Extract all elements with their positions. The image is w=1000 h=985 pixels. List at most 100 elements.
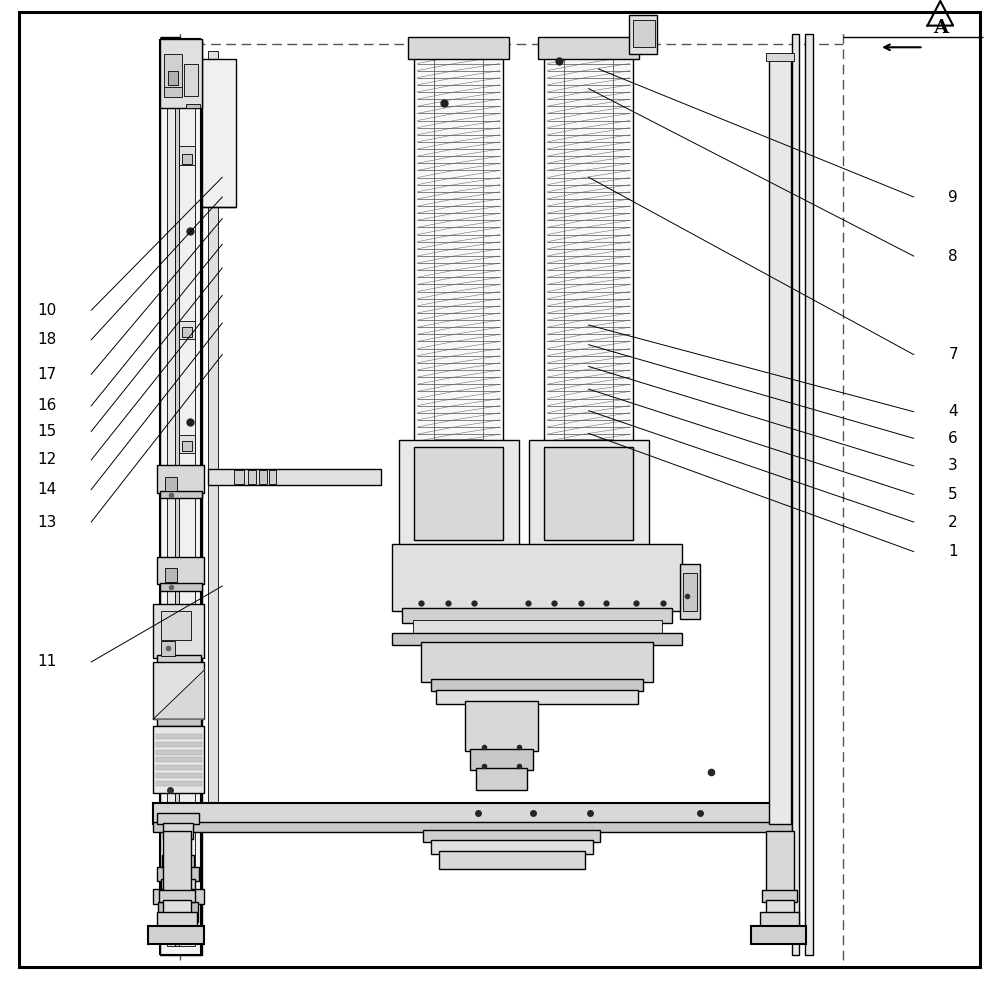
Bar [156, 773, 202, 778]
Text: A: A [933, 20, 948, 37]
Bar [766, 831, 794, 892]
Bar [423, 830, 600, 842]
Text: 10: 10 [37, 302, 57, 318]
Bar [157, 557, 204, 584]
Bar [182, 441, 192, 451]
Bar [160, 583, 202, 591]
Text: 18: 18 [37, 332, 57, 348]
Bar [153, 662, 204, 719]
Bar [161, 641, 175, 656]
Bar [392, 633, 682, 645]
Bar [208, 51, 218, 824]
Bar [162, 855, 194, 869]
Bar [153, 803, 792, 824]
Bar [168, 71, 178, 85]
Bar [421, 642, 653, 682]
Bar [157, 867, 199, 881]
Bar [160, 39, 202, 955]
Bar [156, 757, 202, 762]
Bar [413, 620, 662, 634]
Bar [182, 154, 192, 164]
Text: 9: 9 [948, 189, 958, 205]
Bar [431, 679, 643, 691]
Bar [683, 573, 697, 611]
Bar [414, 49, 503, 441]
Bar [157, 465, 204, 492]
Bar [431, 840, 593, 854]
Text: 14: 14 [37, 482, 57, 497]
Bar [167, 49, 175, 946]
Text: 8: 8 [948, 248, 958, 264]
Bar [529, 440, 649, 547]
Bar [766, 53, 794, 61]
Bar [153, 726, 204, 793]
Bar [156, 765, 202, 770]
Bar [160, 491, 202, 498]
Polygon shape [153, 670, 205, 719]
Bar [439, 851, 585, 869]
Bar [392, 544, 682, 611]
Bar [156, 742, 202, 747]
Text: 15: 15 [37, 424, 57, 439]
Text: 3: 3 [948, 458, 958, 474]
Bar [148, 926, 204, 944]
Bar [157, 813, 199, 824]
Text: 7: 7 [948, 347, 958, 362]
Bar [153, 604, 204, 658]
Bar [436, 690, 638, 704]
Bar [751, 926, 806, 944]
Bar [163, 823, 193, 839]
Text: 4: 4 [948, 404, 958, 420]
Text: 11: 11 [37, 654, 57, 670]
Bar [629, 15, 657, 54]
Bar [769, 58, 791, 824]
Bar [164, 87, 182, 97]
Bar [165, 568, 177, 582]
Bar [544, 49, 633, 441]
Bar [153, 822, 792, 832]
Bar [179, 435, 195, 453]
Bar [160, 39, 202, 108]
Bar [179, 49, 195, 946]
Bar [161, 611, 191, 640]
Text: 1: 1 [948, 544, 958, 559]
Bar [269, 470, 276, 484]
Bar [182, 327, 192, 337]
Bar [161, 879, 195, 892]
Bar [399, 440, 519, 547]
Bar [633, 20, 655, 47]
Bar [680, 564, 700, 619]
Bar [158, 902, 198, 922]
Bar [164, 54, 182, 89]
Bar [175, 49, 179, 946]
Bar [153, 889, 204, 904]
Bar [259, 470, 267, 484]
Bar [208, 469, 381, 485]
Bar [792, 34, 799, 955]
Text: 16: 16 [37, 398, 57, 414]
Bar [168, 837, 188, 857]
Bar [538, 37, 639, 59]
Text: 2: 2 [948, 514, 958, 530]
Bar [160, 39, 202, 955]
Bar [476, 768, 527, 790]
Bar [186, 104, 200, 108]
Bar [402, 608, 672, 623]
Bar [156, 750, 202, 755]
Bar [179, 321, 195, 339]
Bar [470, 749, 533, 770]
Bar [159, 890, 195, 902]
Bar [156, 781, 202, 786]
Bar [163, 900, 191, 914]
Text: 13: 13 [37, 514, 57, 530]
Bar [157, 912, 197, 928]
Bar [762, 890, 797, 902]
Bar [434, 51, 483, 439]
Bar [179, 146, 195, 165]
Bar [157, 655, 201, 665]
Bar [184, 64, 198, 96]
Bar [248, 470, 256, 484]
Bar [202, 59, 236, 207]
Bar [544, 447, 633, 540]
Bar [760, 912, 799, 928]
